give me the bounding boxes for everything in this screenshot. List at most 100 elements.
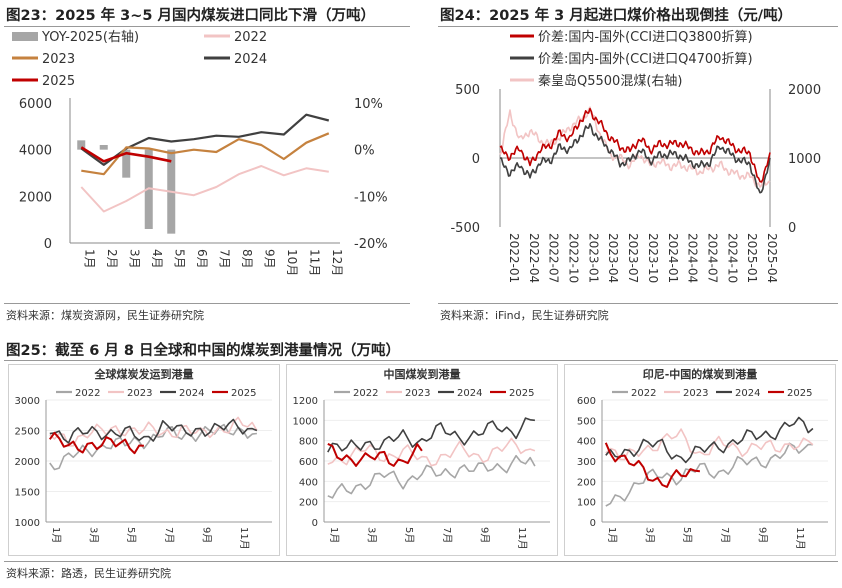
fig25-ytick: 100 bbox=[577, 498, 596, 509]
fig25-global-chart: 全球煤炭发运到港量 3000 2500 2000 1500 1000 1月 3月 5月 7月 9月 1… bbox=[8, 364, 280, 556]
fig25-legend-label: 2022 bbox=[353, 388, 378, 399]
fig23-xtick: 7月 bbox=[217, 249, 231, 269]
fig25-xtick: 3月 bbox=[87, 527, 99, 543]
fig25-ytick: 600 bbox=[299, 457, 318, 468]
fig24-xtick: 2022-07 bbox=[547, 233, 561, 283]
fig25-series-2023 bbox=[49, 416, 258, 447]
fig25-xtick: 1月 bbox=[328, 527, 340, 543]
fig24-xtick: 2023-10 bbox=[646, 233, 660, 283]
fig23-xtick: 12月 bbox=[330, 249, 344, 276]
fig23-yoy-bar bbox=[99, 145, 108, 150]
fig23-yoy-bar bbox=[77, 140, 86, 150]
fig25-ytick: 2000 bbox=[15, 457, 40, 468]
fig25-xtick: 11月 bbox=[238, 527, 250, 550]
fig25-legend-label: 2023 bbox=[127, 388, 152, 399]
fig25-series-2024 bbox=[49, 418, 258, 444]
fig25-legend-label: 2024 bbox=[735, 388, 760, 399]
fig23-legend-label: 2022 bbox=[234, 30, 267, 45]
fig23-xtick: 10月 bbox=[285, 249, 299, 276]
fig25-source-rule bbox=[4, 561, 838, 562]
fig23-source-rule bbox=[4, 303, 410, 304]
fig24-xtick: 2024-10 bbox=[725, 233, 739, 283]
fig23-ytick-left: 4000 bbox=[19, 144, 52, 159]
fig25-ytick: 3000 bbox=[15, 396, 40, 407]
fig23-xtick: 6月 bbox=[195, 249, 209, 269]
fig25-xtick: 5月 bbox=[125, 527, 137, 543]
fig24-ytick-right: 2000 bbox=[788, 83, 821, 98]
fig23-xtick: 4月 bbox=[150, 249, 164, 269]
fig25-xtick: 7月 bbox=[719, 527, 731, 543]
fig25-series-2024 bbox=[327, 417, 535, 453]
fig24-legend-label: 价差:国内-国外(CCI进口Q4700折算) bbox=[538, 51, 753, 67]
fig24-xtick: 2024-07 bbox=[705, 233, 719, 283]
fig25-ytick: 800 bbox=[299, 437, 318, 448]
fig23-ytick-left: 0 bbox=[44, 237, 52, 252]
fig24-series-0 bbox=[499, 107, 771, 183]
fig23-legend-label: 2024 bbox=[234, 52, 267, 67]
fig24-source-rule bbox=[438, 303, 838, 304]
fig25-series-2025 bbox=[48, 431, 144, 455]
fig24-xtick: 2023-01 bbox=[586, 233, 600, 283]
fig23-chart: 0 2000 4000 6000 10% 0% -10% -20% 1月 2月 3月 4月 5月 6月 7月… bbox=[12, 30, 388, 276]
fig25-xtick: 1月 bbox=[50, 527, 62, 543]
fig25-xtick: 11月 bbox=[516, 527, 528, 550]
fig24-xtick: 2024-04 bbox=[686, 233, 700, 283]
fig23-ytick-right: 0% bbox=[354, 144, 375, 159]
fig25-xtick: 7月 bbox=[441, 527, 453, 543]
fig25-xtick: 5月 bbox=[403, 527, 415, 543]
fig25-ytick: 1500 bbox=[15, 488, 40, 499]
fig23-xtick: 11月 bbox=[307, 249, 321, 276]
fig24-ytick-right: 0 bbox=[788, 221, 796, 236]
fig25-ytick: 1000 bbox=[293, 416, 318, 427]
fig25-series-2025 bbox=[604, 442, 700, 488]
fig23-legend-label: YOY-2025(右轴) bbox=[41, 30, 139, 45]
fig25-legend-label: 2024 bbox=[457, 388, 482, 399]
fig23-legend-label: 2025 bbox=[42, 74, 75, 89]
fig25-legend-label: 2025 bbox=[787, 388, 812, 399]
fig25-panel-title: 全球煤炭发运到港量 bbox=[94, 367, 194, 381]
fig23-xtick: 1月 bbox=[82, 249, 96, 269]
fig23-xtick: 9月 bbox=[262, 249, 276, 269]
fig24-xtick: 2023-04 bbox=[606, 233, 620, 283]
fig25-legend-label: 2022 bbox=[631, 388, 656, 399]
fig25-legend-label: 2023 bbox=[405, 388, 430, 399]
fig23-yoy-bar bbox=[122, 149, 131, 178]
fig25-ytick: 1200 bbox=[293, 396, 318, 407]
fig25-source: 资料来源：路透，民生证券研究院 bbox=[6, 567, 171, 580]
fig25-legend-label: 2022 bbox=[75, 388, 100, 399]
fig23-ytick-right: -10% bbox=[354, 190, 388, 205]
fig24-legend-label: 秦皇岛Q5500混煤(右轴) bbox=[538, 73, 682, 89]
fig24-legend-label: 价差:国内-国外(CCI进口Q3800折算) bbox=[538, 29, 753, 45]
fig24-xtick: 2023-07 bbox=[626, 233, 640, 283]
fig24-xtick: 2025-04 bbox=[765, 233, 779, 283]
fig23-xtick: 5月 bbox=[172, 249, 186, 269]
fig23-title-rule bbox=[4, 26, 410, 27]
fig25-xtick: 3月 bbox=[365, 527, 377, 543]
fig23-ytick-right: 10% bbox=[354, 97, 383, 112]
fig25-ytick: 200 bbox=[577, 477, 596, 488]
fig23-xtick: 8月 bbox=[240, 249, 254, 269]
fig25-ytick: 600 bbox=[577, 396, 596, 407]
fig25-panel-frame bbox=[8, 364, 280, 556]
fig25-legend-label: 2023 bbox=[683, 388, 708, 399]
fig25-title-rule bbox=[4, 360, 838, 361]
fig24-chart: 500 0 -500 2000 1000 0 2022-01 2022-04 2022-07 20… bbox=[450, 29, 821, 283]
fig24-ytick-left: -500 bbox=[450, 221, 480, 236]
fig25-panel-frame bbox=[286, 364, 558, 556]
fig24-xtick: 2022-04 bbox=[527, 233, 541, 283]
fig23-legend-label: 2023 bbox=[42, 52, 75, 67]
fig25-series-2022 bbox=[49, 423, 258, 471]
fig24-title-rule bbox=[438, 26, 838, 27]
fig23-ytick-left: 2000 bbox=[19, 190, 52, 205]
fig25-series-2022 bbox=[605, 442, 813, 507]
fig24-ytick-left: 0 bbox=[472, 152, 480, 167]
fig23-ytick-left: 6000 bbox=[19, 97, 52, 112]
fig25-panel-title: 印尼-中国的煤炭到港量 bbox=[643, 367, 758, 381]
fig25-xtick: 5月 bbox=[681, 527, 693, 543]
fig25-ytick: 1000 bbox=[15, 518, 40, 529]
fig23-series-2025 bbox=[80, 146, 172, 163]
fig23-source: 资料来源：煤炭资源网，民生证券研究院 bbox=[6, 309, 204, 322]
fig25-ytick: 300 bbox=[577, 457, 596, 468]
fig25-ytick: 200 bbox=[299, 498, 318, 509]
fig23-ytick-right: -20% bbox=[354, 237, 388, 252]
